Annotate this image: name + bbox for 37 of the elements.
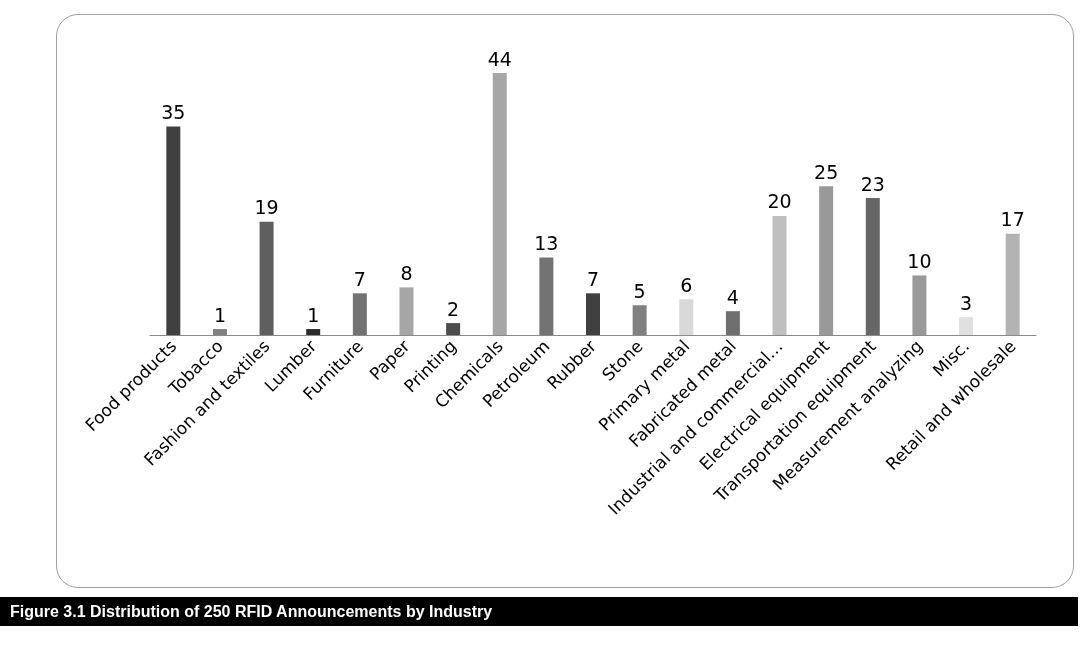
bar	[725, 311, 740, 335]
text: Figure 3.1 Distribution of 250 RFID Announcements by Industry	[0, 597, 1078, 626]
bar	[446, 323, 461, 335]
data-label: 6	[680, 273, 693, 296]
data-label: 2	[447, 297, 460, 320]
bar	[865, 198, 880, 335]
bar	[492, 73, 507, 335]
bar	[772, 215, 787, 335]
bar	[1005, 233, 1020, 335]
data-label: 4	[726, 285, 739, 308]
bar	[539, 257, 554, 335]
data-label: 19	[254, 196, 279, 219]
data-label: 5	[633, 279, 646, 302]
bar	[399, 287, 414, 335]
data-label: 10	[907, 249, 932, 272]
data-label: 1	[213, 303, 226, 326]
bar	[306, 329, 321, 335]
data-label: 23	[860, 172, 885, 195]
bar	[259, 221, 274, 335]
bar	[959, 317, 974, 335]
data-label: 1	[307, 303, 320, 326]
data-label: 7	[586, 267, 600, 290]
data-label: 3	[960, 291, 973, 314]
data-label: 20	[767, 190, 792, 213]
bar	[819, 186, 834, 335]
bar	[166, 126, 181, 335]
bar	[679, 299, 694, 335]
data-label: 8	[400, 261, 413, 284]
bar	[352, 293, 367, 335]
data-label: 44	[487, 47, 512, 70]
data-label: 35	[161, 101, 186, 124]
data-label: 7	[353, 267, 366, 290]
bar	[912, 275, 927, 335]
data-label: 13	[534, 232, 559, 255]
data-label: 17	[1000, 208, 1025, 231]
data-label: 25	[814, 160, 839, 183]
bar	[586, 293, 600, 335]
